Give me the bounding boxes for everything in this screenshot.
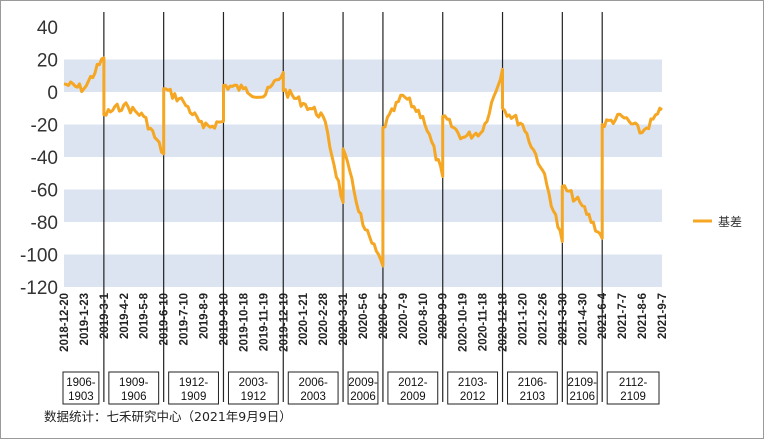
x-tick-label: 2020-8-10 [418, 293, 430, 345]
source-note: 数据统计：七禾研究中心（2021年9月9日） [44, 409, 292, 424]
x-tick-label: 2021-9-7 [657, 293, 669, 339]
x-tick-label: 2019-12-19 [278, 293, 290, 352]
x-tick-label: 2021-2-26 [537, 293, 549, 345]
x-tick-label: 2019-5-8 [139, 292, 151, 339]
x-tick-label: 2021-6-4 [597, 292, 609, 339]
x-tick-label: 2021-1-20 [517, 293, 529, 345]
contract-period-box [387, 371, 439, 405]
contract-period-box [62, 371, 100, 405]
x-tick-label: 2019-7-10 [179, 293, 191, 345]
x-tick-label: 2021-7-7 [617, 293, 629, 339]
x-tick-label: 2021-3-30 [557, 293, 569, 345]
contract-period-label: 1906 [121, 391, 147, 403]
contract-period-label: 2012- [398, 377, 428, 389]
x-tick-label: 2020-2-28 [318, 292, 330, 345]
contract-period-label: 2109 [620, 391, 646, 403]
contract-period-box [566, 371, 598, 405]
y-tick-label: -60 [31, 181, 58, 202]
contract-period-box [227, 371, 279, 405]
x-tick-label: 2019-8-9 [199, 293, 211, 339]
x-tick-label: 2019-11-19 [258, 293, 270, 351]
x-tick-label: 2020-5-6 [358, 293, 370, 339]
y-tick-label: -80 [31, 213, 58, 234]
y-tick-label: -120 [20, 278, 58, 299]
contract-period-box [507, 371, 558, 405]
contract-period-label: 2006- [298, 377, 328, 389]
contract-period-label: 2109- [568, 377, 598, 389]
grid-band [64, 254, 662, 287]
x-tick-label: 2021-8-6 [637, 293, 649, 339]
x-tick-label: 2020-12-18 [498, 292, 510, 351]
x-tick-label: 2019-4-2 [119, 293, 131, 339]
contract-period-label: 1909- [119, 377, 149, 389]
contract-period-label: 2003- [239, 377, 269, 389]
legend-label: 基差 [718, 215, 742, 229]
x-tick-label: 2019-10-18 [238, 292, 250, 351]
x-tick-label: 2020-11-18 [478, 292, 490, 351]
y-tick-label: 20 [37, 51, 58, 72]
contract-period-label: 1912 [241, 391, 267, 403]
x-tick-label: 2018-12-20 [59, 293, 71, 352]
contract-period-label: 2103 [520, 391, 546, 403]
contract-period-box [447, 371, 499, 405]
contract-period-box [287, 371, 339, 405]
x-tick-label: 2019-1-23 [79, 293, 91, 345]
contract-period-box [108, 371, 160, 405]
contract-period-label: 1912- [179, 377, 209, 389]
contract-period-label: 2006 [350, 391, 376, 403]
x-tick-label: 2019-9-10 [218, 293, 230, 345]
grid-band [64, 124, 662, 157]
x-tick-label: 2020-10-19 [458, 293, 470, 352]
y-tick-label: -40 [31, 148, 58, 169]
x-tick-label: 2020-7-9 [398, 293, 410, 339]
contract-period-box [606, 371, 660, 405]
x-tick-label: 2021-4-30 [577, 293, 589, 345]
contract-period-label: 1903 [68, 391, 94, 403]
x-tick-label: 2020-1-21 [298, 292, 310, 345]
x-tick-label: 2020-3-31 [338, 292, 350, 345]
contract-period-label: 2012 [460, 391, 486, 403]
y-tick-label: -20 [31, 116, 58, 137]
y-tick-label: -100 [20, 246, 58, 267]
contract-period-label: 2103- [458, 377, 488, 389]
contract-period-label: 2106 [569, 391, 595, 403]
contract-period-label: 2112- [619, 377, 648, 389]
y-tick-label: 40 [37, 18, 58, 39]
y-tick-label: 0 [47, 83, 58, 104]
contract-period-label: 1906- [66, 377, 96, 389]
contract-period-label: 2003 [300, 391, 326, 403]
contract-period-label: 2009 [400, 391, 426, 403]
x-tick-label: 2019-3-1 [99, 292, 111, 339]
x-tick-label: 2020-9-9 [438, 293, 450, 339]
series-line-basis [63, 56, 663, 268]
contract-period-label: 1909 [181, 391, 207, 403]
contract-period-label: 2106- [518, 377, 548, 389]
contract-period-label: 2009- [348, 377, 378, 389]
contract-period-box [347, 371, 379, 405]
grid-band [64, 59, 662, 92]
x-tick-label: 2020-6-5 [378, 292, 390, 339]
x-tick-label: 2019-6-10 [159, 293, 171, 345]
contract-period-box [168, 371, 219, 405]
